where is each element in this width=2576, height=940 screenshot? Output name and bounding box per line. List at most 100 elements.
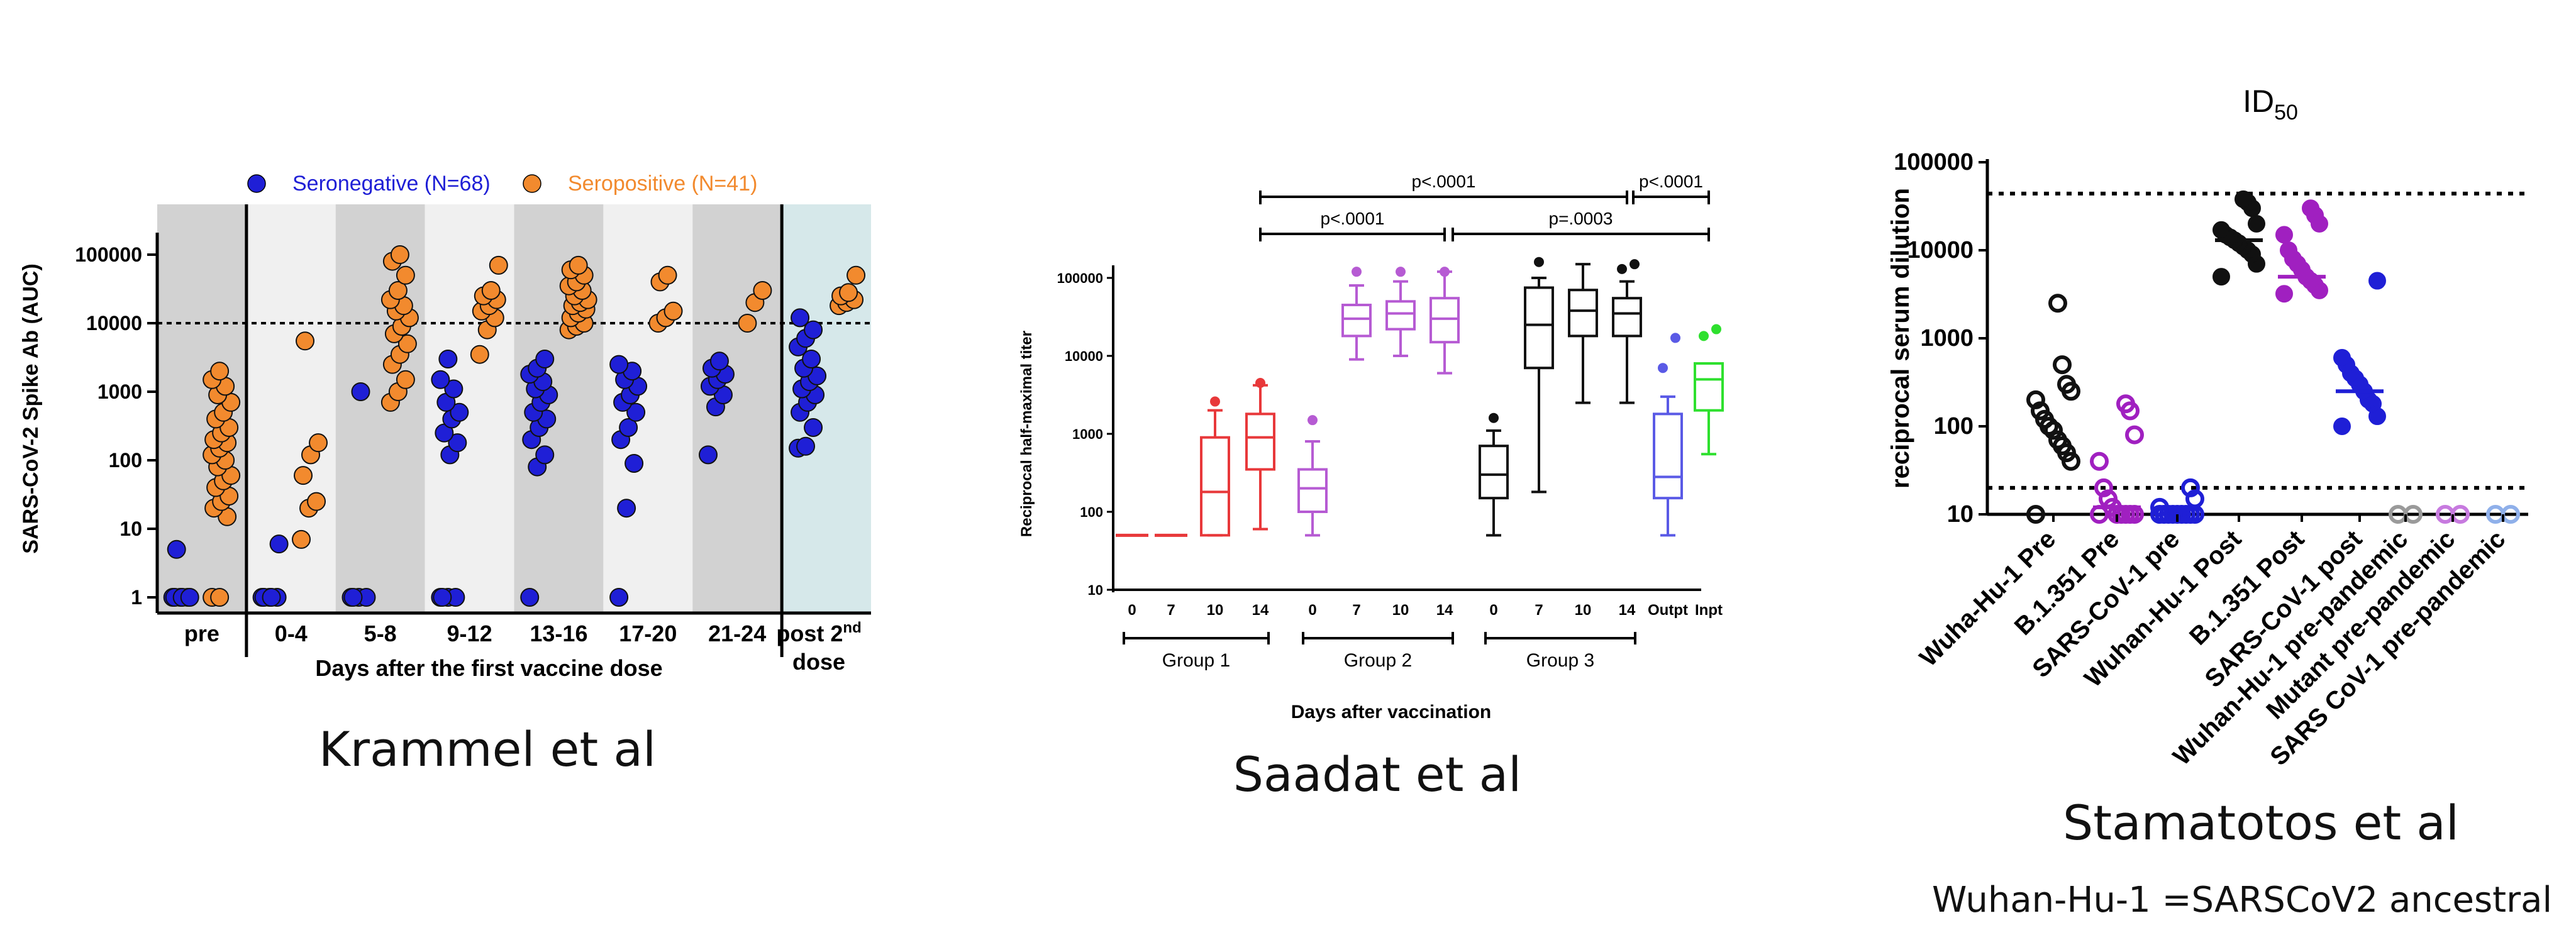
legend-label: Seropositive (N=41) bbox=[568, 172, 757, 196]
data-point bbox=[2031, 401, 2050, 421]
data-point bbox=[2094, 478, 2113, 497]
data-point bbox=[2150, 497, 2169, 517]
outlier-point bbox=[1617, 263, 1627, 274]
x-axis-label: Days after the first vaccine dose bbox=[315, 655, 662, 681]
x-tick-label: 14 bbox=[1252, 602, 1269, 619]
data-point bbox=[397, 334, 417, 353]
data-point bbox=[625, 453, 644, 473]
data-point bbox=[390, 245, 409, 264]
y-tick-label: 100000 bbox=[75, 243, 142, 266]
y-tick-label: 1000 bbox=[1920, 325, 1974, 351]
y-tick-label: 100000 bbox=[1057, 270, 1103, 286]
data-point bbox=[804, 320, 823, 340]
data-point bbox=[2116, 394, 2135, 414]
data-point bbox=[520, 588, 540, 607]
x-tick-label: Outpt bbox=[1648, 602, 1688, 619]
data-point bbox=[431, 370, 450, 389]
stamatotos-chart: 10 100 1000 10000 100000 reciprocal serum dil… bbox=[1887, 84, 2528, 771]
y-axis-label: Reciprocal half-maximal titer bbox=[1018, 331, 1035, 537]
data-point bbox=[619, 417, 638, 437]
data-point bbox=[388, 280, 408, 300]
data-point bbox=[2125, 425, 2144, 445]
outlier-point bbox=[1629, 259, 1640, 270]
data-point bbox=[626, 402, 646, 422]
data-point bbox=[2057, 375, 2076, 394]
caption-krammel: Krammel et al bbox=[319, 721, 656, 777]
legend-label: Seronegative (N=68) bbox=[292, 172, 491, 196]
box bbox=[1612, 297, 1642, 338]
data-point bbox=[481, 280, 501, 300]
krammel-chart: 1 10 100 1000 10000 100000 SARS-CoV-2 Spike Ab… bbox=[19, 172, 871, 681]
y-tick-label: 100 bbox=[1934, 413, 1974, 440]
data-point bbox=[535, 349, 555, 368]
plot-title: ID50 bbox=[2243, 84, 2298, 124]
box bbox=[1200, 436, 1230, 537]
data-point bbox=[569, 255, 588, 275]
data-point bbox=[210, 588, 230, 607]
data-point bbox=[753, 280, 772, 300]
data-point bbox=[2048, 294, 2067, 313]
data-point bbox=[847, 265, 866, 285]
data-point bbox=[2212, 268, 2230, 286]
data-point bbox=[343, 588, 363, 607]
data-point bbox=[609, 355, 629, 374]
data-point bbox=[2235, 190, 2252, 208]
x-tick-label: 7 bbox=[1167, 602, 1175, 619]
data-point bbox=[351, 382, 370, 401]
y-tick-label: 10 bbox=[119, 517, 142, 540]
y-tick-label: 100 bbox=[109, 449, 142, 472]
data-point bbox=[210, 362, 230, 381]
p-value-label: p<.0001 bbox=[1321, 209, 1385, 228]
box bbox=[1524, 286, 1554, 370]
x-tick-label: 0 bbox=[1308, 602, 1316, 619]
data-point bbox=[2333, 349, 2351, 367]
x-category-label: 21-24 bbox=[708, 621, 766, 646]
x-tick-label: Inpt bbox=[1695, 602, 1723, 619]
outlier-point bbox=[1255, 378, 1265, 389]
data-point bbox=[307, 492, 326, 511]
p-value-label: p=.0003 bbox=[1549, 209, 1613, 228]
box bbox=[1430, 297, 1460, 344]
data-point bbox=[269, 534, 289, 554]
data-point bbox=[450, 402, 469, 422]
data-point bbox=[2212, 221, 2230, 239]
data-point bbox=[2368, 272, 2386, 290]
p-value-label: p<.0001 bbox=[1639, 172, 1703, 191]
outlier-point bbox=[1440, 267, 1450, 277]
x-tick-label: 10 bbox=[1392, 602, 1409, 619]
x-category-label: 13-16 bbox=[530, 621, 587, 646]
data-point bbox=[262, 588, 281, 607]
data-point bbox=[2302, 199, 2319, 218]
data-point bbox=[709, 351, 729, 371]
x-tick-label: 0 bbox=[1128, 602, 1136, 619]
y-tick-label: 1000 bbox=[1072, 426, 1103, 442]
x-tick-label: 10 bbox=[1207, 602, 1224, 619]
data-point bbox=[2090, 451, 2109, 471]
data-point bbox=[294, 466, 313, 485]
data-point bbox=[167, 539, 186, 559]
outlier-point bbox=[1699, 331, 1709, 341]
outlier-point bbox=[1658, 363, 1668, 373]
data-point bbox=[448, 433, 467, 453]
y-axis-label: SARS-CoV-2 Spike Ab (AUC) bbox=[19, 263, 43, 554]
category-band bbox=[246, 204, 336, 613]
x-tick-label: 14 bbox=[1436, 602, 1453, 619]
y-tick-label: 100 bbox=[1080, 504, 1103, 520]
x-category-label-post-line2: dose bbox=[792, 649, 845, 675]
x-axis-label: Days after vaccination bbox=[1291, 702, 1491, 722]
box bbox=[1653, 412, 1683, 500]
x-category-label: 5-8 bbox=[364, 621, 397, 646]
box bbox=[1694, 362, 1724, 412]
data-point bbox=[609, 588, 629, 607]
outlier-point bbox=[1210, 396, 1220, 407]
y-tick-label: 100000 bbox=[1894, 149, 1974, 175]
y-tick-label: 10 bbox=[1088, 582, 1103, 598]
data-point bbox=[444, 379, 464, 399]
x-tick-label: 7 bbox=[1352, 602, 1360, 619]
caption-stamatotos: Stamatotos et al bbox=[2063, 795, 2459, 851]
category-band bbox=[692, 204, 782, 613]
data-point bbox=[396, 265, 415, 285]
